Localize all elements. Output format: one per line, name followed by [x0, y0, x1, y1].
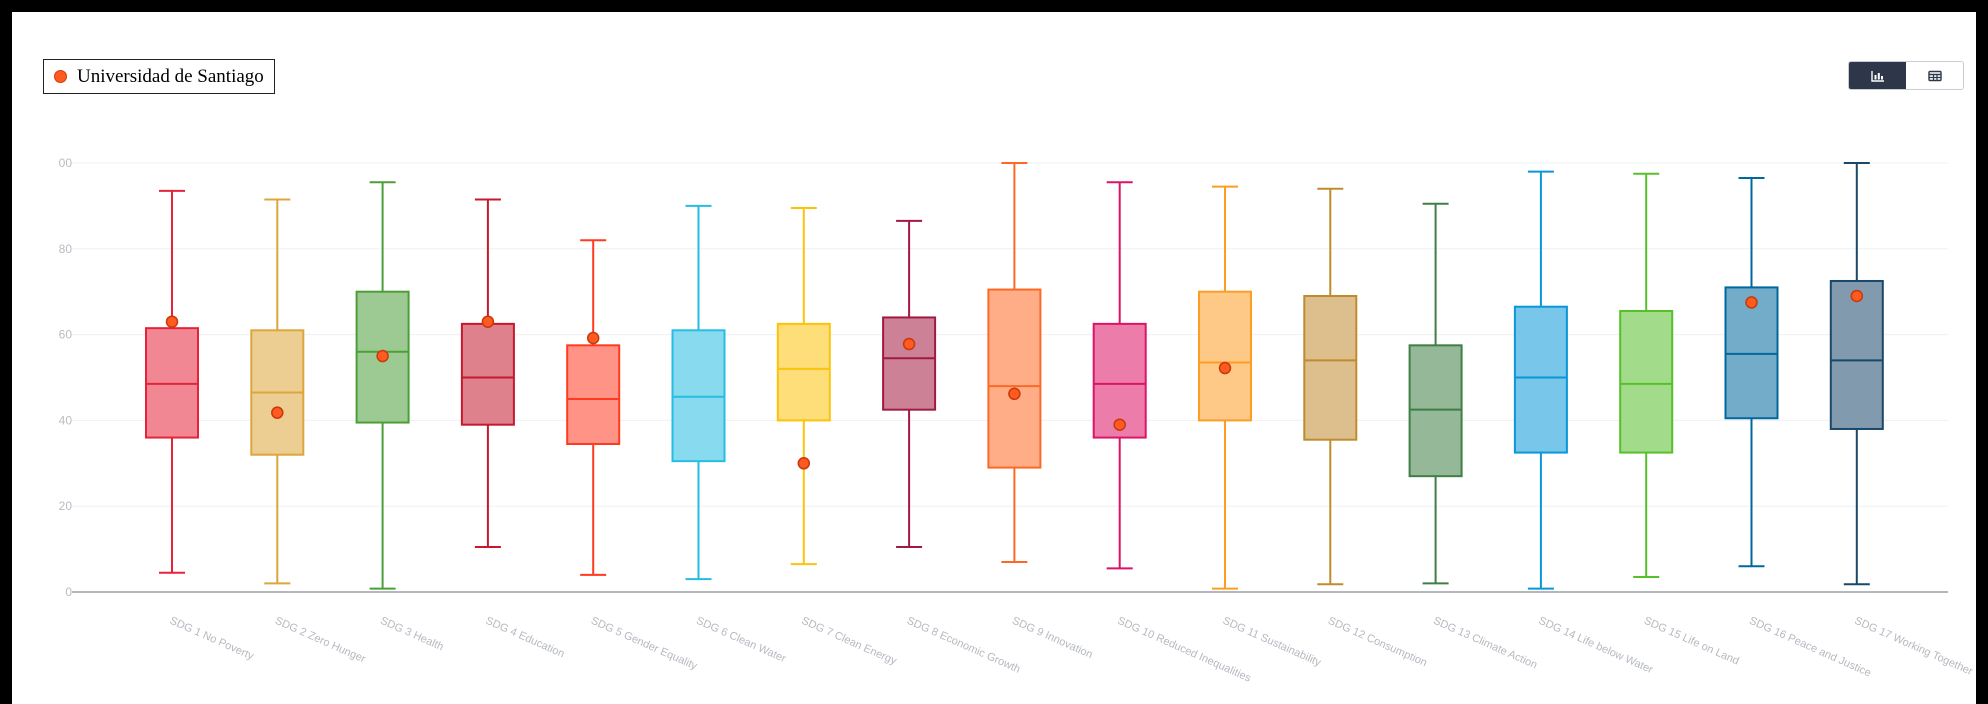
y-tick-label: 0 [65, 585, 72, 599]
box-series [145, 162, 1884, 590]
university-point [1218, 361, 1232, 375]
university-point [1745, 296, 1758, 309]
y-tick-label: 40 [59, 413, 73, 427]
university-point [797, 457, 811, 470]
iqr-box [1198, 290, 1252, 422]
x-tick-label: SDG 3 Health [378, 615, 445, 654]
legend-marker [54, 70, 67, 83]
university-points [165, 289, 1864, 470]
iqr-box [1619, 310, 1674, 454]
x-tick-label: SDG 12 Consumption [1326, 615, 1429, 669]
iqr-box [671, 329, 726, 463]
university-point [1113, 418, 1126, 431]
x-tick-label: SDG 4 Education [484, 615, 567, 661]
iqr-box [987, 288, 1042, 469]
table-view-button[interactable] [1906, 62, 1963, 89]
iqr-box [1408, 344, 1463, 478]
university-point [586, 331, 600, 345]
chart-legend[interactable]: Universidad de Santiago [43, 59, 275, 94]
x-tick-label: SDG 6 Clean Water [694, 615, 788, 665]
y-tick-label: 00 [59, 156, 73, 170]
legend-label: Universidad de Santiago [77, 65, 264, 87]
x-tick-label: SDG 15 Life on Land [1642, 615, 1741, 668]
iqr-box [776, 322, 831, 422]
chart-view-button[interactable] [1849, 62, 1906, 89]
iqr-box [460, 322, 515, 426]
x-tick-label: SDG 13 Climate Action [1431, 615, 1539, 672]
box-12 [1303, 187, 1358, 586]
university-point [1008, 387, 1021, 401]
box-14 [1513, 170, 1568, 590]
view-toggle [1848, 61, 1964, 90]
iqr-box [1513, 305, 1568, 454]
box-8 [882, 219, 937, 548]
university-point [902, 337, 916, 351]
iqr-box [145, 327, 199, 439]
y-tick-label: 20 [59, 499, 73, 513]
box-9 [987, 162, 1042, 563]
x-axis-ticks: SDG 1 No Poverty SDG 2 Zero Hunger SDG 3 H… [168, 615, 1975, 685]
university-point [376, 349, 389, 363]
box-7 [776, 207, 831, 566]
box-2 [250, 198, 305, 585]
university-point [1850, 289, 1864, 303]
box-10 [1092, 181, 1147, 570]
x-tick-label: SDG 8 Economic Growth [905, 615, 1022, 676]
university-point [165, 315, 179, 328]
box-11 [1198, 185, 1252, 590]
iqr-box [566, 344, 621, 445]
box-4 [460, 198, 515, 548]
x-tick-label: SDG 5 Gender Equality [589, 615, 699, 673]
x-tick-label: SDG 11 Sustainability [1221, 615, 1323, 669]
x-tick-label: SDG 9 Innovation [1010, 615, 1094, 661]
iqr-box [1724, 286, 1779, 420]
bar-chart-icon [1870, 70, 1884, 82]
box-1 [145, 189, 199, 574]
box-17 [1829, 162, 1884, 586]
box-16 [1724, 177, 1779, 568]
y-axis-ticks: 0 20 40 60 80 00 [59, 156, 73, 599]
box-5 [566, 239, 621, 576]
y-tick-label: 80 [59, 242, 73, 256]
x-tick-label: SDG 1 No Poverty [168, 615, 256, 663]
x-tick-label: SDG 2 Zero Hunger [273, 615, 368, 666]
box-6 [671, 204, 726, 581]
x-tick-label: SDG 14 Life below Water [1537, 615, 1655, 676]
university-point [481, 315, 495, 328]
box-15 [1619, 172, 1674, 578]
y-tick-label: 60 [59, 328, 73, 342]
university-point [271, 406, 284, 419]
x-tick-label: SDG 7 Clean Energy [800, 615, 899, 668]
box-3 [355, 181, 410, 590]
iqr-box [882, 316, 937, 411]
iqr-box [1829, 279, 1884, 430]
table-icon [1927, 70, 1942, 81]
box-13 [1408, 202, 1463, 585]
iqr-box [1303, 294, 1358, 441]
